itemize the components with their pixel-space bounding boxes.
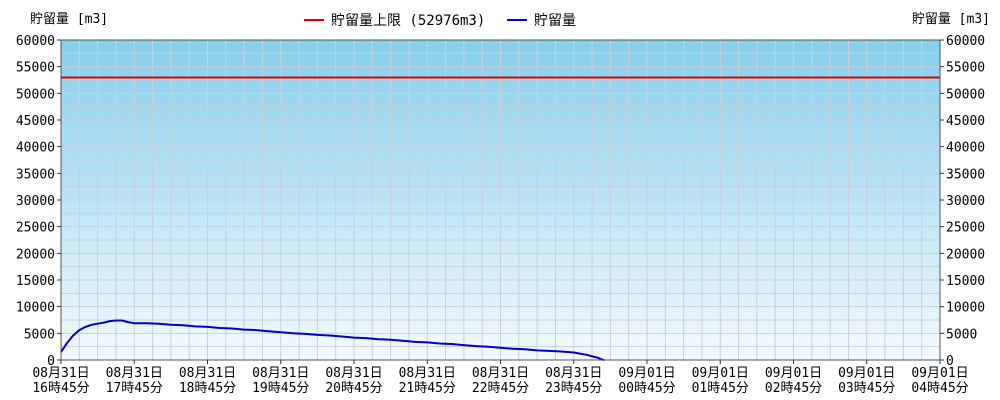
x-tick-label-date: 09月01日	[618, 366, 675, 381]
y-tick-label-right: 25000	[946, 221, 985, 236]
x-tick-label-date: 08月31日	[545, 366, 602, 381]
x-tick-label-time: 21時45分	[399, 381, 456, 396]
y-tick-label-left: 20000	[16, 247, 55, 262]
y-tick-label-right: 0	[946, 354, 954, 369]
legend-label-storage: 貯留量	[534, 13, 576, 29]
y-tick-label-right: 5000	[946, 327, 977, 342]
y-tick-label-left: 60000	[16, 34, 55, 49]
y-tick-label-left: 15000	[16, 274, 55, 289]
grid-lines	[60, 39, 941, 361]
y-tick-label-right: 55000	[946, 61, 985, 76]
y-tick-label-left: 10000	[16, 301, 55, 316]
y-tick-label-right: 35000	[946, 167, 985, 182]
y-tick-label-left: 25000	[16, 221, 55, 236]
x-tick-label-time: 00時45分	[618, 381, 675, 396]
x-tick-label-time: 01時45分	[692, 381, 749, 396]
y-tick-label-left: 0	[47, 354, 55, 369]
y-tick-label-left: 40000	[16, 141, 55, 156]
x-tick-label-date: 09月01日	[765, 366, 822, 381]
series-line-storage	[60, 319, 605, 361]
y-tick-label-right: 60000	[946, 34, 985, 49]
x-tick-label-date: 08月31日	[325, 366, 382, 381]
legend-label-upper-limit: 貯留量上限 (52976m3)	[331, 13, 485, 29]
y-tick-label-left: 45000	[16, 114, 55, 129]
x-tick-label-time: 17時45分	[106, 381, 163, 396]
y-tick-label-right: 40000	[946, 141, 985, 156]
x-tick-label-time: 18時45分	[179, 381, 236, 396]
x-tick-label-date: 08月31日	[472, 366, 529, 381]
y-tick-label-left: 35000	[16, 167, 55, 182]
x-tick-label-date: 08月31日	[399, 366, 456, 381]
x-tick-label-time: 02時45分	[765, 381, 822, 396]
series-layer	[60, 76, 940, 361]
x-tick-label-date: 08月31日	[106, 366, 163, 381]
x-tick-label-time: 23時45分	[545, 381, 602, 396]
y-tick-label-right: 50000	[946, 87, 985, 102]
y-tick-label-left: 5000	[24, 327, 55, 342]
x-tick-label-time: 22時45分	[472, 381, 529, 396]
y-axis-left: 0 5000 10000 15000 20000 25000 30000 35000 40000…	[16, 34, 61, 369]
x-tick-label-date: 08月31日	[252, 366, 309, 381]
y-tick-label-right: 30000	[946, 194, 985, 209]
y-tick-label-left: 55000	[16, 61, 55, 76]
y-tick-label-right: 20000	[946, 247, 985, 262]
y-tick-label-right: 45000	[946, 114, 985, 129]
x-tick-label-time: 20時45分	[325, 381, 382, 396]
y-tick-label-right: 15000	[946, 274, 985, 289]
y-axis-title-left: 貯留量 [m3]	[30, 12, 108, 27]
x-axis: 08月31日16時45分08月31日17時45分08月31日18時45分08月3…	[32, 360, 969, 396]
x-tick-label-date: 09月01日	[911, 366, 968, 381]
x-tick-label-date: 09月01日	[838, 366, 895, 381]
y-axis-title-right: 貯留量 [m3]	[912, 12, 990, 27]
x-tick-label-time: 03時45分	[838, 381, 895, 396]
x-tick-label-time: 16時45分	[32, 381, 89, 396]
y-tick-label-left: 30000	[16, 194, 55, 209]
x-tick-label-date: 09月01日	[692, 366, 749, 381]
x-tick-label-date: 08月31日	[32, 366, 89, 381]
y-axis-right: 0 5000 10000 15000 20000 25000 30000 35000 40000…	[940, 34, 985, 369]
x-tick-label-time: 19時45分	[252, 381, 309, 396]
x-tick-label-time: 04時45分	[911, 381, 968, 396]
y-tick-label-right: 10000	[946, 301, 985, 316]
x-tick-label-date: 08月31日	[179, 366, 236, 381]
legend: 貯留量上限 (52976m3) 貯留量	[304, 13, 576, 29]
y-tick-label-left: 50000	[16, 87, 55, 102]
